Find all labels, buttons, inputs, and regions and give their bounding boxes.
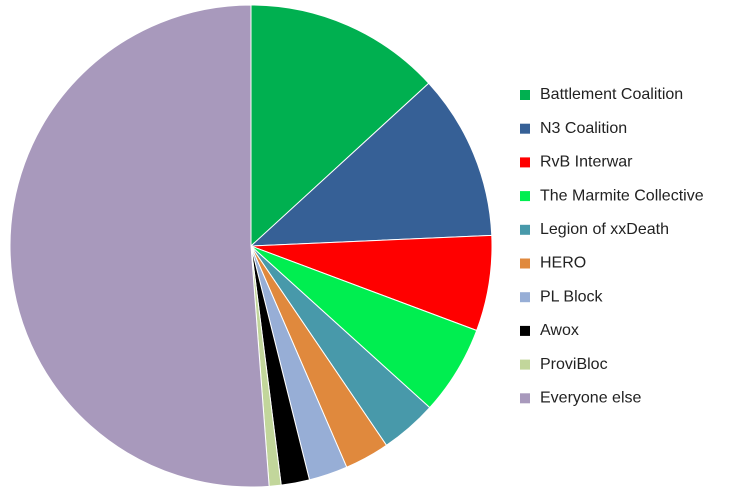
legend-swatch — [520, 224, 530, 235]
legend-swatch — [520, 157, 530, 168]
legend-swatch — [520, 359, 530, 370]
legend-swatch — [520, 123, 530, 134]
legend-label: N3 Coalition — [540, 120, 627, 137]
legend-label: RvB Interwar — [540, 154, 633, 171]
legend-swatch — [520, 258, 530, 269]
legend-label: PL Block — [540, 288, 604, 305]
legend-swatch — [520, 90, 530, 100]
legend-label: ProviBloc — [540, 356, 608, 373]
legend-swatch — [520, 393, 530, 404]
legend-swatch — [520, 325, 530, 336]
pie-slice — [249, 82, 493, 247]
pie-slice — [9, 4, 270, 488]
legend-label: Legion of xxDeath — [540, 221, 669, 238]
legend-label: Battlement Coalition — [540, 86, 683, 103]
legend-label: Everyone else — [540, 390, 641, 407]
legend-swatch — [520, 292, 530, 303]
legend-label: The Marmite Collective — [540, 187, 704, 204]
legend-swatch — [520, 191, 530, 202]
legend-label: Awox — [540, 322, 579, 339]
legend-label: HERO — [540, 255, 586, 272]
pie-slice — [250, 4, 430, 248]
